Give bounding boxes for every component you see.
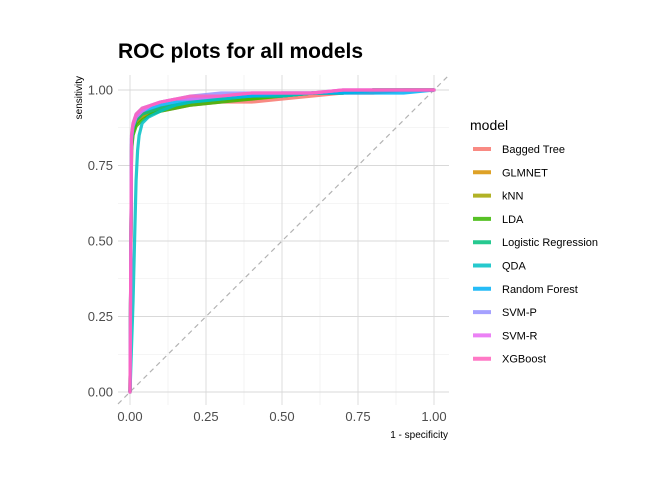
legend-item-bagged-tree: Bagged Tree (473, 144, 565, 156)
x-tick-label: 0.00 (117, 409, 142, 424)
legend-label-bagged-tree: Bagged Tree (502, 144, 565, 156)
series-lines (128, 88, 436, 394)
legend-item-svm-p: SVM-P (473, 307, 537, 319)
reference-diagonal-line (117, 74, 450, 405)
legend-label-svm-r: SVM-R (502, 330, 538, 342)
legend-label-logistic-regression: Logistic Regression (502, 237, 598, 249)
legend-item-xgboost: XGBoost (473, 354, 546, 366)
y-tick-label: 0.75 (88, 158, 113, 173)
y-tick-label: 0.00 (88, 385, 113, 400)
chart-title: ROC plots for all models (118, 40, 363, 63)
legend-label-svm-p: SVM-P (502, 307, 537, 319)
legend-label-glmnet: GLMNET (502, 167, 548, 179)
legend-item-random-forest: Random Forest (473, 284, 578, 296)
x-tick-label: 0.50 (269, 409, 294, 424)
legend-label-knn: kNN (502, 191, 523, 203)
legend-item-lda: LDA (473, 214, 524, 226)
legend-label-lda: LDA (502, 214, 524, 226)
grid-minor (118, 75, 449, 405)
legend-label-random-forest: Random Forest (502, 284, 578, 296)
y-axis-ticks: 0.00 0.25 0.50 0.75 1.00 (88, 83, 113, 400)
x-tick-label: 1.00 (421, 409, 446, 424)
y-tick-label: 0.25 (88, 309, 113, 324)
x-tick-label: 0.25 (193, 409, 218, 424)
y-axis-label: sensitivity (74, 76, 85, 119)
legend-label-xgboost: XGBoost (502, 354, 546, 366)
legend-item-glmnet: GLMNET (473, 167, 548, 179)
legend-item-knn: kNN (473, 191, 523, 203)
legend-items: Bagged Tree GLMNET kNN LDA Logistic Regressi… (473, 144, 598, 366)
grid-major (118, 75, 449, 405)
x-axis-label: 1 - specificity (390, 430, 448, 441)
legend-item-logistic-regression: Logistic Regression (473, 237, 598, 249)
series-line-xgboost (128, 88, 436, 394)
legend-item-qda: QDA (473, 261, 527, 273)
x-axis-ticks: 0.00 0.25 0.50 0.75 1.00 (117, 409, 446, 424)
x-tick-label: 0.75 (345, 409, 370, 424)
legend: model Bagged Tree GLMNET kNN LDA Logistic Re… (470, 117, 598, 366)
legend-label-qda: QDA (502, 261, 527, 273)
legend-item-svm-r: SVM-R (473, 330, 538, 342)
y-tick-label: 0.50 (88, 234, 113, 249)
y-tick-label: 1.00 (88, 83, 113, 98)
legend-title: model (470, 117, 508, 133)
